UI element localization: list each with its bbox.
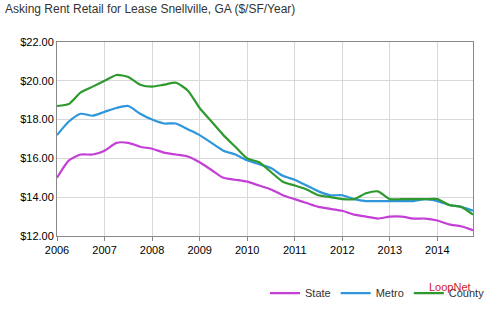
svg-text:$12.00: $12.00 bbox=[20, 230, 54, 242]
svg-text:2011: 2011 bbox=[283, 244, 307, 256]
svg-text:2013: 2013 bbox=[378, 244, 402, 256]
svg-text:2008: 2008 bbox=[140, 244, 164, 256]
svg-text:Metro: Metro bbox=[376, 287, 404, 299]
svg-text:2014: 2014 bbox=[425, 244, 449, 256]
svg-text:$18.00: $18.00 bbox=[20, 113, 54, 125]
svg-text:2010: 2010 bbox=[235, 244, 259, 256]
svg-text:2012: 2012 bbox=[330, 244, 354, 256]
svg-text:$22.00: $22.00 bbox=[20, 36, 54, 48]
svg-text:$14.00: $14.00 bbox=[20, 191, 54, 203]
svg-text:County: County bbox=[449, 287, 484, 299]
svg-text:$20.00: $20.00 bbox=[20, 75, 54, 87]
svg-text:$16.00: $16.00 bbox=[20, 152, 54, 164]
svg-text:2006: 2006 bbox=[45, 244, 69, 256]
svg-text:2009: 2009 bbox=[187, 244, 211, 256]
svg-text:2007: 2007 bbox=[92, 244, 116, 256]
svg-text:Asking Rent Retail for Lease S: Asking Rent Retail for Lease Snellville,… bbox=[5, 2, 295, 16]
svg-text:LoopNet: LoopNet bbox=[429, 281, 471, 293]
svg-text:State: State bbox=[305, 287, 331, 299]
